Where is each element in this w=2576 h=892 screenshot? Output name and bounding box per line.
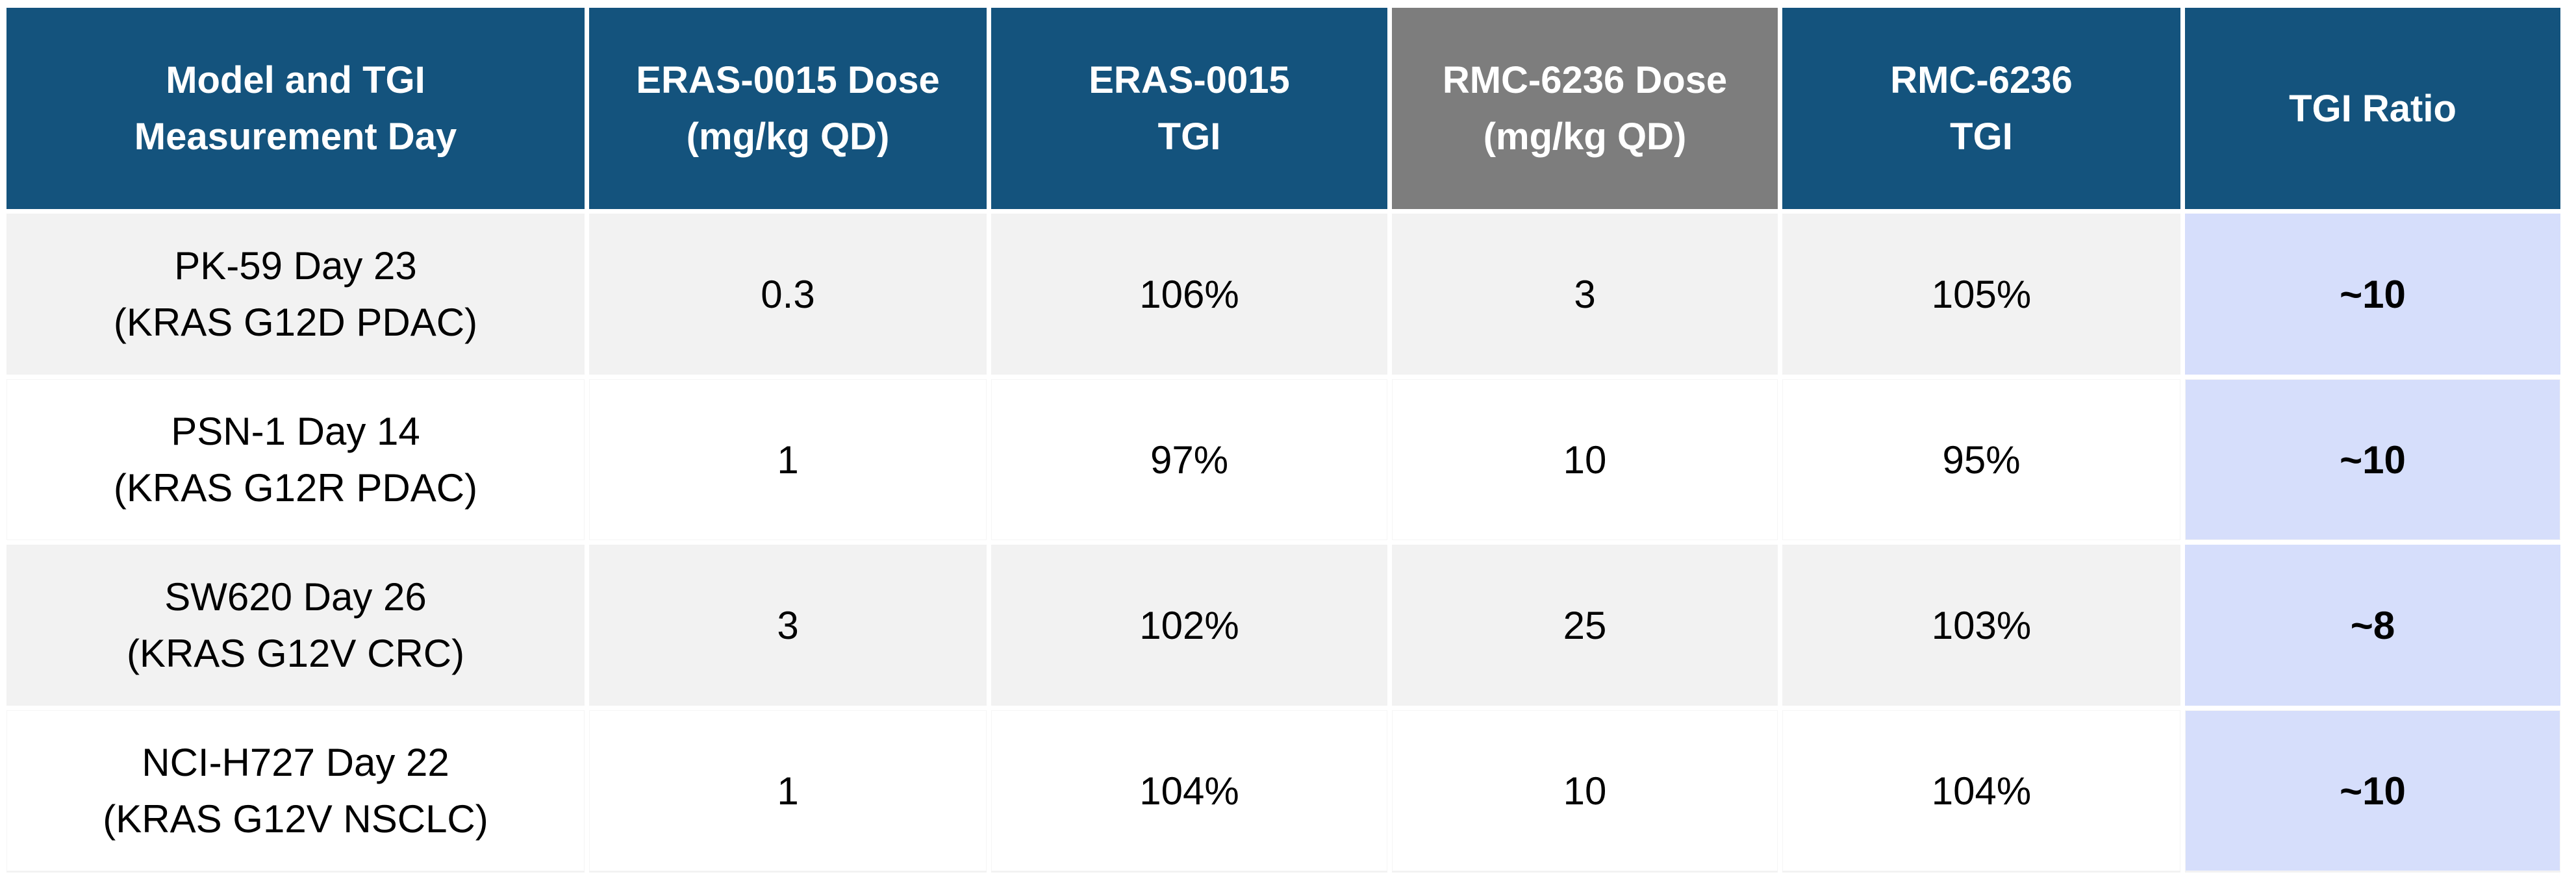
header-line: Model and TGI — [166, 59, 425, 101]
eras-tgi-cell: 106% — [991, 214, 1387, 375]
tgi-ratio-cell: ~10 — [2185, 710, 2560, 873]
model-genotype: (KRAS G12V CRC) — [126, 632, 465, 675]
model-name: NCI-H727 Day 22 — [142, 741, 449, 784]
col-header-rmc-tgi: RMC-6236 TGI — [1782, 8, 2180, 209]
header-row: Model and TGI Measurement Day ERAS-0015 … — [6, 8, 2560, 209]
eras-dose-cell: 0.3 — [589, 214, 987, 375]
eras-dose-cell: 1 — [589, 710, 987, 873]
model-cell: NCI-H727 Day 22 (KRAS G12V NSCLC) — [6, 710, 585, 873]
eras-tgi-cell: 97% — [991, 379, 1387, 540]
header-line: TGI — [1950, 116, 2013, 158]
rmc-dose-cell: 10 — [1392, 379, 1778, 540]
header-line: ERAS-0015 — [1089, 59, 1290, 101]
table-row: NCI-H727 Day 22 (KRAS G12V NSCLC) 1 104%… — [6, 710, 2560, 873]
header-line: (mg/kg QD) — [1483, 116, 1687, 158]
header-line: Measurement Day — [134, 116, 457, 158]
eras-tgi-cell: 104% — [991, 710, 1387, 873]
tgi-ratio-cell: ~10 — [2185, 214, 2560, 375]
col-header-eras-tgi: ERAS-0015 TGI — [991, 8, 1387, 209]
header-line: TGI Ratio — [2289, 87, 2456, 130]
rmc-tgi-cell: 95% — [1782, 379, 2180, 540]
model-genotype: (KRAS G12R PDAC) — [113, 466, 478, 510]
col-header-eras-dose: ERAS-0015 Dose (mg/kg QD) — [589, 8, 987, 209]
tgi-ratio-cell: ~8 — [2185, 545, 2560, 706]
eras-tgi-cell: 102% — [991, 545, 1387, 706]
header-line: RMC-6236 Dose — [1442, 59, 1728, 101]
header-line: RMC-6236 — [1890, 59, 2073, 101]
table-row: SW620 Day 26 (KRAS G12V CRC) 3 102% 25 1… — [6, 545, 2560, 706]
eras-dose-cell: 3 — [589, 545, 987, 706]
model-cell: SW620 Day 26 (KRAS G12V CRC) — [6, 545, 585, 706]
col-header-tgi-ratio: TGI Ratio — [2185, 8, 2560, 209]
model-name: SW620 Day 26 — [164, 575, 427, 619]
model-name: PSN-1 Day 14 — [171, 410, 420, 453]
tgi-comparison-table: Model and TGI Measurement Day ERAS-0015 … — [2, 3, 2565, 877]
header-line: ERAS-0015 Dose — [636, 59, 940, 101]
header-line: (mg/kg QD) — [686, 116, 890, 158]
tgi-ratio-cell: ~10 — [2185, 379, 2560, 540]
model-cell: PK-59 Day 23 (KRAS G12D PDAC) — [6, 214, 585, 375]
eras-dose-cell: 1 — [589, 379, 987, 540]
model-genotype: (KRAS G12V NSCLC) — [103, 797, 488, 841]
rmc-tgi-cell: 105% — [1782, 214, 2180, 375]
table-row: PK-59 Day 23 (KRAS G12D PDAC) 0.3 106% 3… — [6, 214, 2560, 375]
rmc-tgi-cell: 103% — [1782, 545, 2180, 706]
model-cell: PSN-1 Day 14 (KRAS G12R PDAC) — [6, 379, 585, 540]
rmc-dose-cell: 3 — [1392, 214, 1778, 375]
col-header-rmc-dose: RMC-6236 Dose (mg/kg QD) — [1392, 8, 1778, 209]
rmc-dose-cell: 10 — [1392, 710, 1778, 873]
rmc-tgi-cell: 104% — [1782, 710, 2180, 873]
header-line: TGI — [1157, 116, 1221, 158]
col-header-model-day: Model and TGI Measurement Day — [6, 8, 585, 209]
model-name: PK-59 Day 23 — [174, 244, 417, 288]
model-genotype: (KRAS G12D PDAC) — [113, 301, 478, 344]
table-row: PSN-1 Day 14 (KRAS G12R PDAC) 1 97% 10 9… — [6, 379, 2560, 540]
rmc-dose-cell: 25 — [1392, 545, 1778, 706]
